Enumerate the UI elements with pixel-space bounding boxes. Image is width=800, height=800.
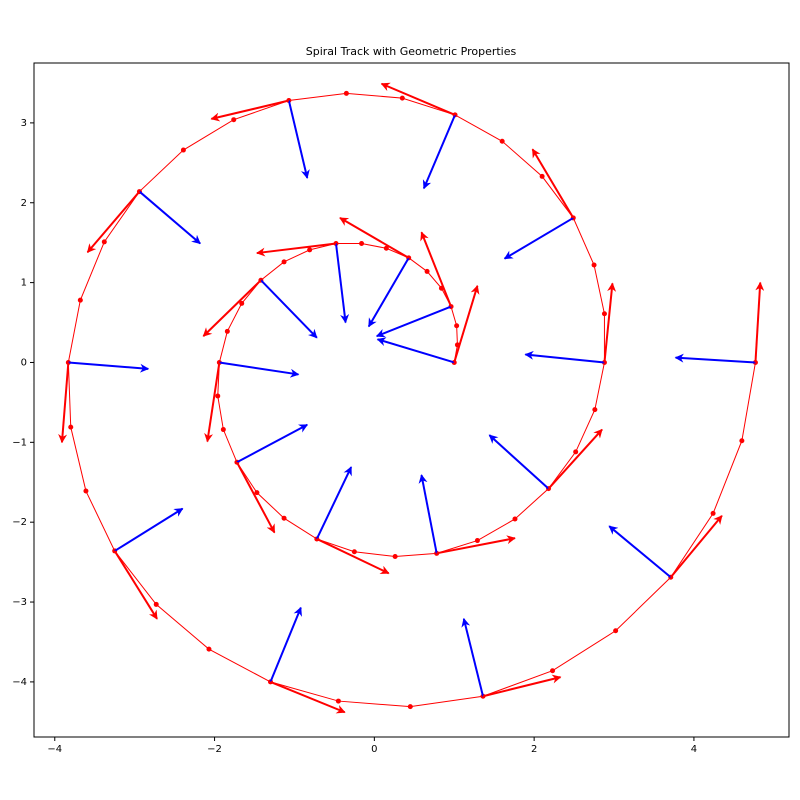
normal-arrow <box>219 361 300 378</box>
x-tick-label: −4 <box>47 744 62 755</box>
spiral-point <box>424 268 430 274</box>
spiral-point <box>215 393 221 399</box>
spiral-point <box>392 554 398 560</box>
normal-arrow <box>114 507 184 552</box>
tangent-arrow <box>256 242 337 257</box>
spiral-point <box>220 427 226 433</box>
spiral-point <box>601 311 607 317</box>
spiral-point <box>83 488 89 494</box>
tangent-arrow <box>547 428 603 490</box>
x-tick-label: 0 <box>371 744 377 755</box>
normal-arrow <box>335 243 350 324</box>
tangent-arrow <box>482 674 562 698</box>
normal-arrow <box>138 190 201 245</box>
tangent-arrow <box>754 281 765 363</box>
y-tick-label: −4 <box>12 677 27 688</box>
tangent-arrow <box>420 231 452 307</box>
x-tick-label: 4 <box>691 744 697 755</box>
spiral-point <box>101 239 107 245</box>
spiral-point <box>231 117 237 123</box>
spiral-point <box>224 328 230 334</box>
tangent-arrow <box>436 535 516 555</box>
spiral-point <box>335 698 341 704</box>
tangent-arrow <box>603 282 617 363</box>
spiral-point <box>351 549 357 555</box>
plot-frame <box>33 62 790 738</box>
tangent-arrow <box>380 82 456 116</box>
normal-arrow <box>418 474 438 554</box>
x-tick-label: −2 <box>207 744 222 755</box>
y-tick-label: 3 <box>21 118 27 129</box>
spiral-point <box>591 262 597 268</box>
spiral-point <box>383 245 389 251</box>
spiral-point <box>454 323 460 329</box>
normal-arrow <box>488 434 550 490</box>
spiral-point <box>539 173 545 179</box>
spiral-point <box>739 438 745 444</box>
spiral-point <box>254 490 260 496</box>
tangent-arrow <box>58 362 70 444</box>
tangent-arrow <box>113 550 158 620</box>
normal-arrow <box>608 525 672 579</box>
spiral-point <box>68 424 74 430</box>
normal-arrow <box>674 353 756 364</box>
tangent-arrow <box>316 538 390 575</box>
normal-arrow <box>524 350 605 364</box>
spiral-point <box>613 628 619 634</box>
y-tick-label: −1 <box>12 437 27 448</box>
spiral-point <box>407 704 413 710</box>
normal-arrow <box>461 617 484 697</box>
spiral-point <box>512 516 518 522</box>
normal-arrow <box>269 606 302 683</box>
tangent-arrow <box>531 148 575 219</box>
normal-arrow <box>503 217 574 260</box>
spiral-point <box>307 247 313 253</box>
normal-arrow <box>287 100 310 179</box>
spiral-point <box>281 515 287 521</box>
normal-arrow <box>260 279 318 339</box>
y-tick-label: −2 <box>12 517 27 528</box>
spiral-point <box>573 449 579 455</box>
spiral-point <box>499 138 505 144</box>
normal-arrow <box>375 305 452 338</box>
spiral-point <box>359 240 365 246</box>
spiral-point <box>153 601 159 607</box>
spiral-point <box>77 297 83 303</box>
normal-arrow <box>422 114 456 190</box>
spiral-point <box>550 668 556 674</box>
normal-arrow <box>236 423 309 464</box>
y-tick-label: 1 <box>21 278 27 289</box>
spiral-point <box>399 95 405 101</box>
normal-arrow <box>376 337 455 364</box>
spiral-point <box>239 300 245 306</box>
normal-arrow <box>367 257 410 328</box>
tangent-arrow <box>210 99 290 122</box>
chart-title: Spiral Track with Geometric Properties <box>306 45 517 58</box>
spiral-point <box>710 510 716 516</box>
tangent-arrow <box>270 680 346 714</box>
spiral-line <box>67 92 756 708</box>
y-tick-label: 0 <box>21 357 27 368</box>
spiral-point <box>180 147 186 153</box>
tangent-arrow <box>236 461 276 534</box>
y-tick-label: −3 <box>12 597 27 608</box>
spiral-point <box>281 259 287 265</box>
x-tick-label: 2 <box>531 744 537 755</box>
spiral-point <box>206 646 212 652</box>
tangent-arrow <box>202 279 262 337</box>
y-tick-label: 2 <box>21 198 27 209</box>
tangent-arrow <box>339 217 410 259</box>
normal-arrow <box>68 361 150 373</box>
normal-arrow <box>315 466 353 540</box>
tangent-arrow <box>669 515 723 578</box>
spiral-point <box>474 538 480 544</box>
spiral-point <box>592 407 598 413</box>
tangent-arrow <box>86 190 141 253</box>
spiral-point <box>343 90 349 96</box>
tangent-arrow <box>204 362 221 443</box>
tangent-arrow <box>453 284 480 363</box>
